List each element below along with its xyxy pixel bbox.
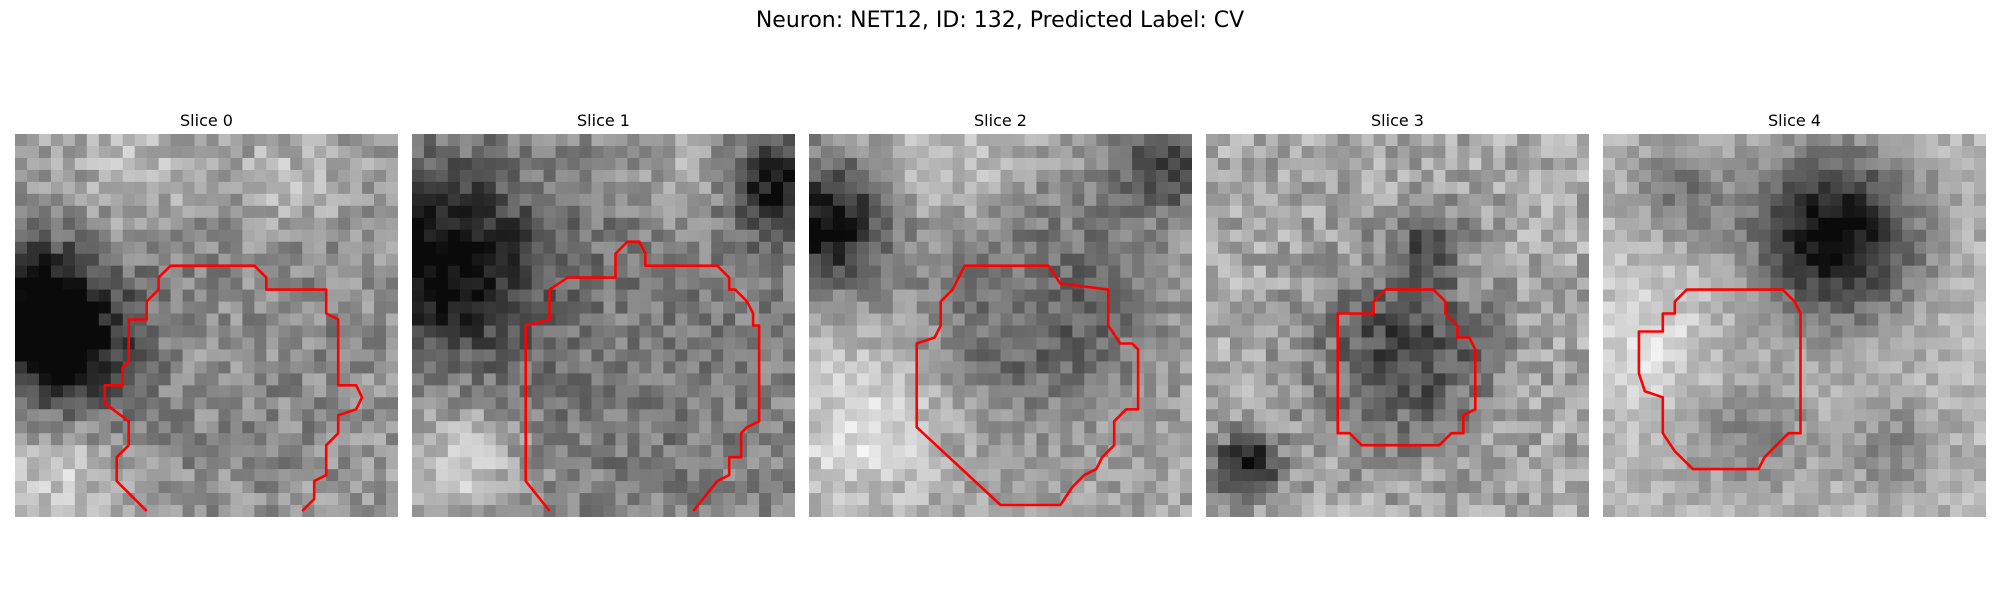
slice-panel-1: Slice 1	[412, 108, 795, 517]
segmentation-contour	[1336, 288, 1477, 447]
slice-label: Slice 4	[1768, 111, 1821, 130]
slice-panel-2: Slice 2	[809, 108, 1192, 517]
segmentation-contour	[524, 240, 761, 512]
segmentation-contour	[915, 264, 1140, 507]
segmentation-contour	[1637, 288, 1802, 471]
slice-label: Slice 1	[577, 111, 630, 130]
slice-label: Slice 3	[1371, 111, 1424, 130]
slice-image	[809, 134, 1192, 517]
figure-title: Neuron: NET12, ID: 132, Predicted Label:…	[755, 8, 1245, 33]
slice-panel-3: Slice 3	[1206, 108, 1589, 517]
segmentation-contour	[103, 264, 364, 512]
slice-label: Slice 0	[180, 111, 233, 130]
slice-panel-4: Slice 4	[1603, 108, 1986, 517]
slice-panel-0: Slice 0	[15, 108, 398, 517]
slice-image	[1206, 134, 1589, 517]
slice-label: Slice 2	[974, 111, 1027, 130]
slice-image	[15, 134, 398, 517]
slice-image	[1603, 134, 1986, 517]
slice-image	[412, 134, 795, 517]
